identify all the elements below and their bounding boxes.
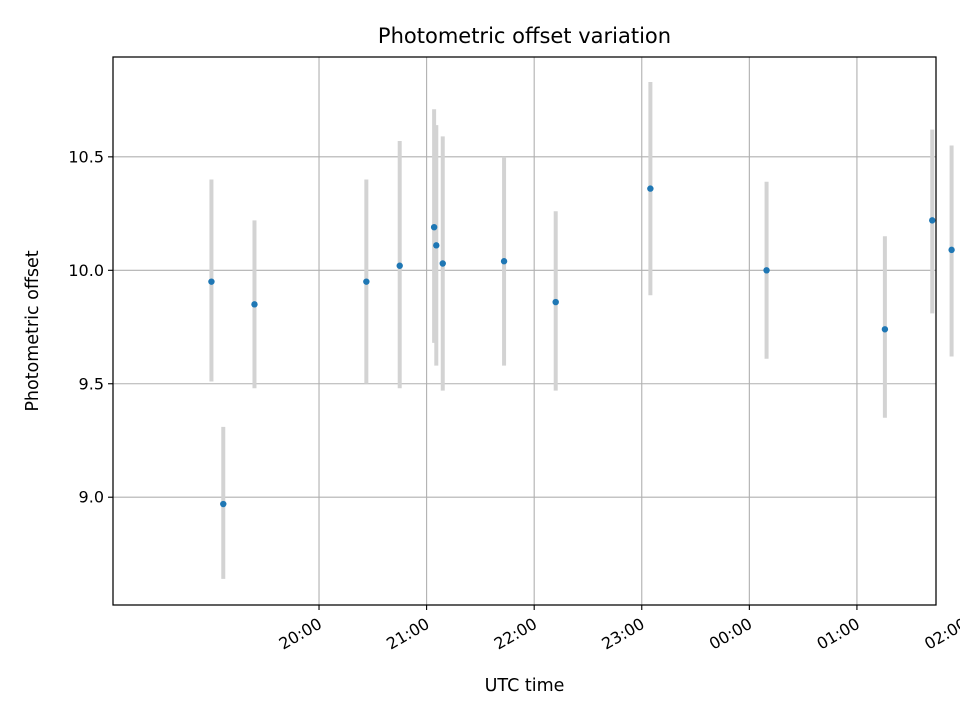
data-point: [363, 278, 370, 285]
grid-lines: [113, 57, 936, 605]
y-tick-label: 9.5: [79, 374, 104, 393]
plot-area-frame: [112, 56, 937, 606]
data-point: [948, 246, 955, 254]
data-point: [439, 260, 446, 267]
data-point: [763, 267, 770, 274]
data-point: [208, 278, 215, 285]
data-point: [881, 326, 889, 333]
data-point: [552, 298, 559, 306]
y-tick-label: 10.0: [68, 261, 104, 280]
data-point: [251, 301, 258, 308]
data-point: [220, 500, 227, 508]
x-axis-label: UTC time: [485, 676, 565, 696]
y-axis-label: Photometric offset: [23, 250, 43, 411]
data-point: [500, 258, 508, 265]
data-point: [929, 217, 936, 224]
y-tick-label: 10.5: [68, 147, 104, 166]
data-point: [396, 262, 403, 269]
data-points: [208, 185, 955, 508]
data-point: [433, 242, 440, 249]
data-point: [430, 223, 438, 231]
chart-title: Photometric offset variation: [378, 24, 671, 48]
y-tick-label: 9.0: [79, 488, 104, 507]
data-point: [647, 185, 654, 192]
y-axis-ticks: 9.0 9.5 10.0 10.5: [68, 147, 113, 507]
